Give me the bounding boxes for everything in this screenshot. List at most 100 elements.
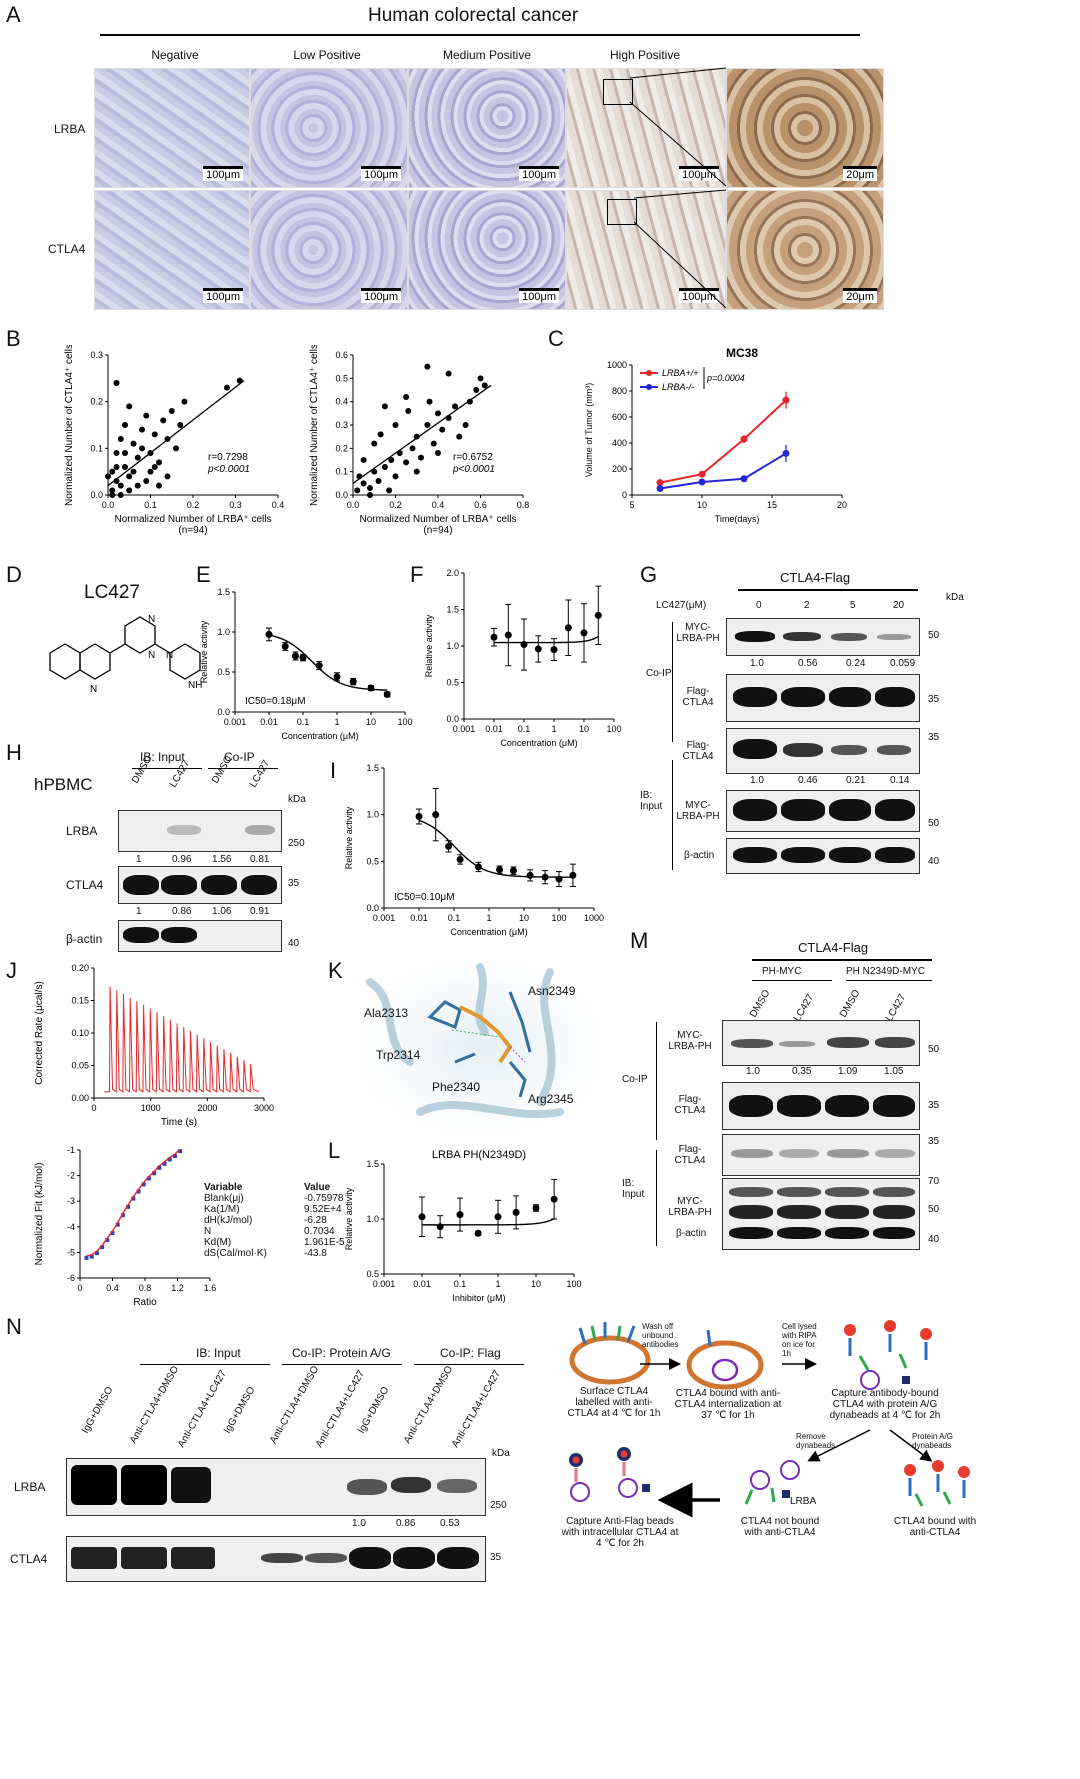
micrograph-ctla4-medium: 100μm — [408, 190, 566, 310]
panel-a-title-rule — [100, 34, 860, 36]
micrograph-ctla4-low: 100μm — [250, 190, 408, 310]
data-point — [392, 473, 399, 480]
data-point — [139, 426, 145, 433]
schematic-step6: Capture Anti-Flag beads with intracellul… — [561, 1516, 679, 1549]
residue-ala2313: Ala2313 — [364, 1006, 409, 1020]
y-tick-label: -6 — [67, 1273, 75, 1283]
y-tick-label: -4 — [67, 1222, 75, 1232]
m-group-input: IB: Input — [622, 1178, 645, 1200]
y-tick-label: 0.0 — [217, 707, 230, 717]
series-line — [659, 399, 787, 484]
data-point — [84, 1255, 89, 1260]
g-bracket-input — [672, 760, 673, 870]
data-point — [156, 482, 162, 489]
data-point — [167, 1157, 172, 1162]
g-quant-3a: 1.0 — [750, 775, 764, 786]
y-tick-label: 0.6 — [335, 350, 348, 360]
g-blot-2 — [726, 674, 920, 722]
x-tick-label: 1.6 — [204, 1283, 217, 1293]
j-var-1: Ka(1/M) — [204, 1204, 240, 1215]
y-tick-label: 2.0 — [446, 568, 459, 578]
g-blot-4 — [726, 790, 920, 832]
data-point — [109, 487, 116, 494]
y-axis-label: Normalized Fit (kJ/mol) — [34, 1163, 45, 1266]
data-point — [181, 398, 188, 405]
y-tick-label: 0.5 — [366, 1269, 379, 1279]
m-blot-2 — [722, 1082, 920, 1130]
x-tick-label: 10 — [697, 500, 707, 510]
y-tick-label: 0.05 — [71, 1061, 89, 1071]
x-tick-label: 20 — [837, 500, 847, 510]
x-tick-label: 0.001 — [373, 913, 396, 923]
y-tick-label: 0.5 — [217, 667, 230, 677]
x-tick-label: 0.1 — [454, 1279, 467, 1289]
y-axis-label: Relative activity — [199, 620, 209, 683]
docking-graphic — [366, 963, 564, 1119]
data-point — [143, 412, 150, 419]
h-lane-1: DMSO — [130, 754, 155, 786]
panel-letter-h: H — [6, 740, 22, 765]
data-point — [117, 482, 124, 489]
y-axis-label: Volume of Tumor (mm³) — [584, 383, 594, 478]
y-tick-label: -1 — [67, 1145, 75, 1155]
data-point — [405, 408, 412, 414]
m-group-coip: Co-IP — [622, 1074, 648, 1085]
chart-c: 5 10 15 2002004006008001000Time(days)Volume… — [584, 346, 847, 524]
n-row2-label: CTLA4 — [10, 1552, 48, 1566]
data-point — [172, 1153, 177, 1158]
n-row1-label: LRBA — [14, 1480, 46, 1494]
n-label: (n=94) — [423, 525, 452, 536]
itc-trace — [104, 986, 260, 1093]
h-kda: kDa — [288, 794, 306, 805]
n-lane-4: IgG+DMSO — [222, 1384, 258, 1436]
n-lane-7: IgG+DMSO — [356, 1384, 392, 1436]
panel-letter-e: E — [196, 562, 211, 587]
x-tick-label: 100 — [566, 1279, 581, 1289]
j-val-4: 1.961E-5 — [304, 1237, 345, 1248]
panel-letter-a: A — [6, 2, 21, 27]
data-point — [117, 436, 124, 442]
panel-letter-f: F — [410, 562, 424, 587]
y-axis-label: Normalized Number of CTLA4⁺ cells — [64, 345, 75, 506]
data-point — [178, 1149, 183, 1154]
n-group-protein-ag: Co-IP: Protein A/G — [292, 1346, 391, 1360]
j-val-5: -43.8 — [304, 1248, 327, 1259]
svg-text:N: N — [166, 650, 173, 661]
data-point — [113, 450, 120, 456]
data-point — [143, 478, 150, 484]
n-kda: kDa — [492, 1448, 510, 1459]
data-point — [456, 1211, 464, 1219]
n-lane-2: Anti-CTLA4+DMSO — [128, 1364, 182, 1446]
n-blot-1 — [66, 1458, 486, 1516]
x-tick-label: 100 — [397, 717, 412, 727]
x-tick-label: 0.1 — [518, 724, 531, 734]
n-quant-b: 0.86 — [396, 1518, 416, 1529]
n-group-input: IB: Input — [196, 1346, 241, 1360]
x-tick-label: 5 — [629, 500, 634, 510]
panel-letter-j: J — [6, 958, 17, 983]
data-point — [354, 487, 361, 494]
m-lane-2: LC427 — [792, 992, 817, 1024]
data-point — [117, 492, 124, 498]
svg-text:N: N — [90, 684, 97, 695]
y-tick-label: 1.0 — [366, 1214, 379, 1224]
x-tick-label: 0.0 — [102, 500, 115, 510]
data-point — [456, 855, 464, 863]
data-point — [126, 473, 133, 480]
n-blot-2 — [66, 1536, 486, 1582]
y-tick-label: 0.5 — [335, 373, 348, 383]
j-val-2: -6.28 — [304, 1215, 327, 1226]
m-lane-1: DMSO — [748, 988, 773, 1020]
data-point — [494, 1213, 502, 1221]
data-point — [224, 384, 230, 391]
schematic-arrow1: Wash off unbound antibodies — [642, 1322, 679, 1349]
chart-j2: 0 0.4 0.8 1.2 1.6 -6 -5 -4 -3 -2 -1 Ratio Normalized… — [34, 1145, 217, 1308]
residue-phe2340: Phe2340 — [432, 1080, 481, 1094]
data-point — [147, 468, 154, 475]
micrograph-ctla4-high: 100μm — [566, 190, 726, 310]
x-tick-label: 0.4 — [106, 1283, 119, 1293]
x-tick-label: 1 — [334, 717, 339, 727]
micrograph-lrba-high: 100μm — [566, 68, 726, 188]
y-tick-label: -2 — [67, 1171, 75, 1181]
chart-title: LRBA PH(N2349D) — [432, 1149, 526, 1161]
